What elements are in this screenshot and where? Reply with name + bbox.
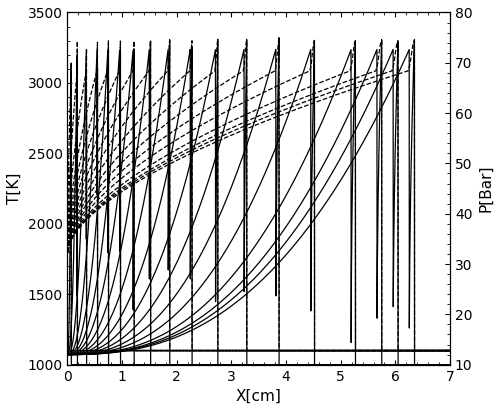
X-axis label: X[cm]: X[cm]	[236, 389, 282, 404]
Y-axis label: P[Bar]: P[Bar]	[478, 165, 493, 212]
Y-axis label: T[K]: T[K]	[7, 173, 22, 204]
